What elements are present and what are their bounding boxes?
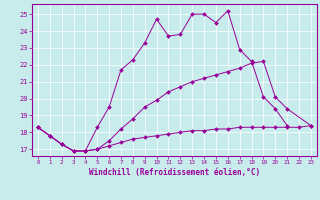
X-axis label: Windchill (Refroidissement éolien,°C): Windchill (Refroidissement éolien,°C) <box>89 168 260 177</box>
